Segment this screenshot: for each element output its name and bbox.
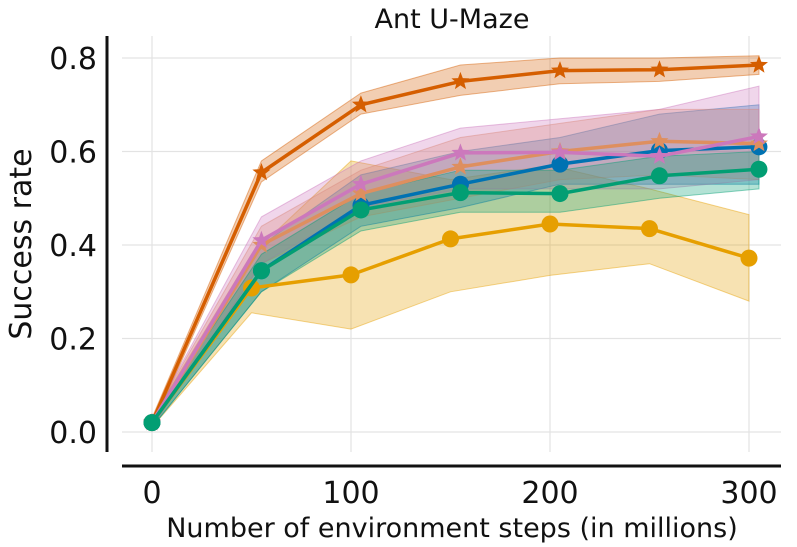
y-tick-label: 0.4 (49, 229, 97, 264)
series-gold-circle-point (342, 266, 360, 284)
series-green-circle-point (352, 201, 370, 219)
series-tan-star-point (451, 157, 470, 175)
series-gold-circle-point (641, 220, 658, 238)
y-tick-label: 0.8 (49, 42, 97, 77)
x-tick-label: 200 (521, 476, 578, 511)
y-tick-label: 0.2 (49, 323, 97, 358)
series-dark-orange-star-point (550, 61, 569, 79)
axes (105, 36, 781, 468)
series-green-circle-point (252, 262, 270, 280)
series-pink-star-point (650, 146, 669, 164)
x-tick-label: 300 (720, 476, 777, 511)
x-axis-label: Number of environment steps (in millions… (166, 513, 738, 544)
series-green-circle-point (143, 414, 161, 432)
tick-labels: 0 100 200 300 0.0 0.2 0.4 0.6 0.8 (49, 42, 777, 511)
series-gold-circle-point (442, 230, 459, 248)
grid (122, 36, 781, 452)
series-dark-orange-star-point (252, 163, 271, 181)
series-dark-orange-star-point (650, 60, 669, 78)
y-axis-label: Success rate (4, 148, 39, 339)
series-green-circle-point (650, 167, 668, 185)
series-pink-star-point (550, 142, 569, 161)
series-tan-star-point (650, 131, 669, 149)
chart-title: Ant U-Maze (375, 4, 530, 35)
series-dark-orange-star-band (151, 55, 760, 428)
series-dark-orange-star-point (451, 71, 470, 90)
y-tick-label: 0.6 (49, 136, 97, 171)
series-pink-star-point (749, 127, 768, 145)
series-pink-star-band (151, 85, 760, 429)
series-tan-star-point (351, 184, 370, 202)
series-gold-circle-point (541, 215, 559, 233)
x-tick-label: 100 (322, 476, 379, 511)
series-pink-star-point (252, 230, 271, 248)
series-dark-orange-star-point (351, 95, 370, 113)
series-lines (143, 55, 768, 432)
series-dark-orange-star-point (749, 55, 768, 73)
series-green-circle-point (551, 185, 569, 203)
series-green-circle-point (750, 160, 768, 178)
series-pink-star-point (451, 143, 470, 161)
series-pink-star-point (351, 174, 370, 192)
series-blue-circle-point (551, 155, 569, 173)
x-tick-label: 0 (142, 476, 161, 511)
series-gold-circle-point (740, 249, 758, 267)
series-green-circle-point (451, 184, 469, 202)
y-tick-label: 0.0 (49, 416, 97, 451)
series-tan-star-point (749, 134, 768, 152)
